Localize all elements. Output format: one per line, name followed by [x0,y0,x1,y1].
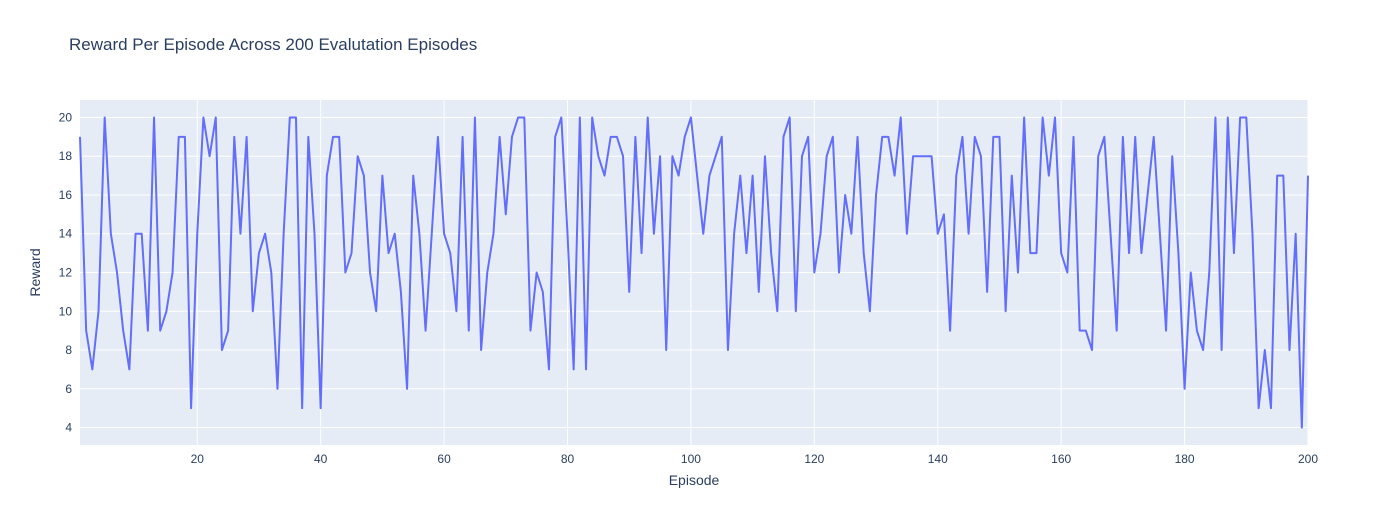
x-axis-label: Episode [669,472,720,488]
chart-title: Reward Per Episode Across 200 Evalutatio… [69,35,477,54]
x-tick-label: 180 [1175,452,1195,466]
series-line [79,116,1309,429]
x-tick-label: 160 [1051,452,1071,466]
x-tick-label: 200 [1298,452,1318,466]
y-tick-labels: 4 6 8 10 12 14 16 18 20 [59,110,73,434]
x-tick-label: 60 [437,452,451,466]
y-tick-label: 4 [65,421,72,435]
y-tick-label: 8 [65,343,72,357]
y-tick-label: 16 [59,188,73,202]
x-tick-label: 120 [804,452,824,466]
y-gridlines [80,116,1308,429]
y-axis-label: Reward [27,248,43,296]
x-tick-labels: 20 40 60 80 100 120 140 160 180 200 [191,452,1319,466]
y-tick-label: 14 [59,227,73,241]
x-tick-label: 80 [561,452,575,466]
y-tick-label: 18 [59,149,73,163]
x-tick-label: 140 [928,452,948,466]
y-tick-label: 12 [59,266,73,280]
x-tick-label: 100 [681,452,701,466]
x-tick-label: 20 [191,452,205,466]
y-tick-label: 10 [59,304,73,318]
series-layer [79,116,1309,429]
x-tick-label: 40 [314,452,328,466]
y-tick-label: 20 [59,110,73,124]
y-tick-label: 6 [65,382,72,396]
